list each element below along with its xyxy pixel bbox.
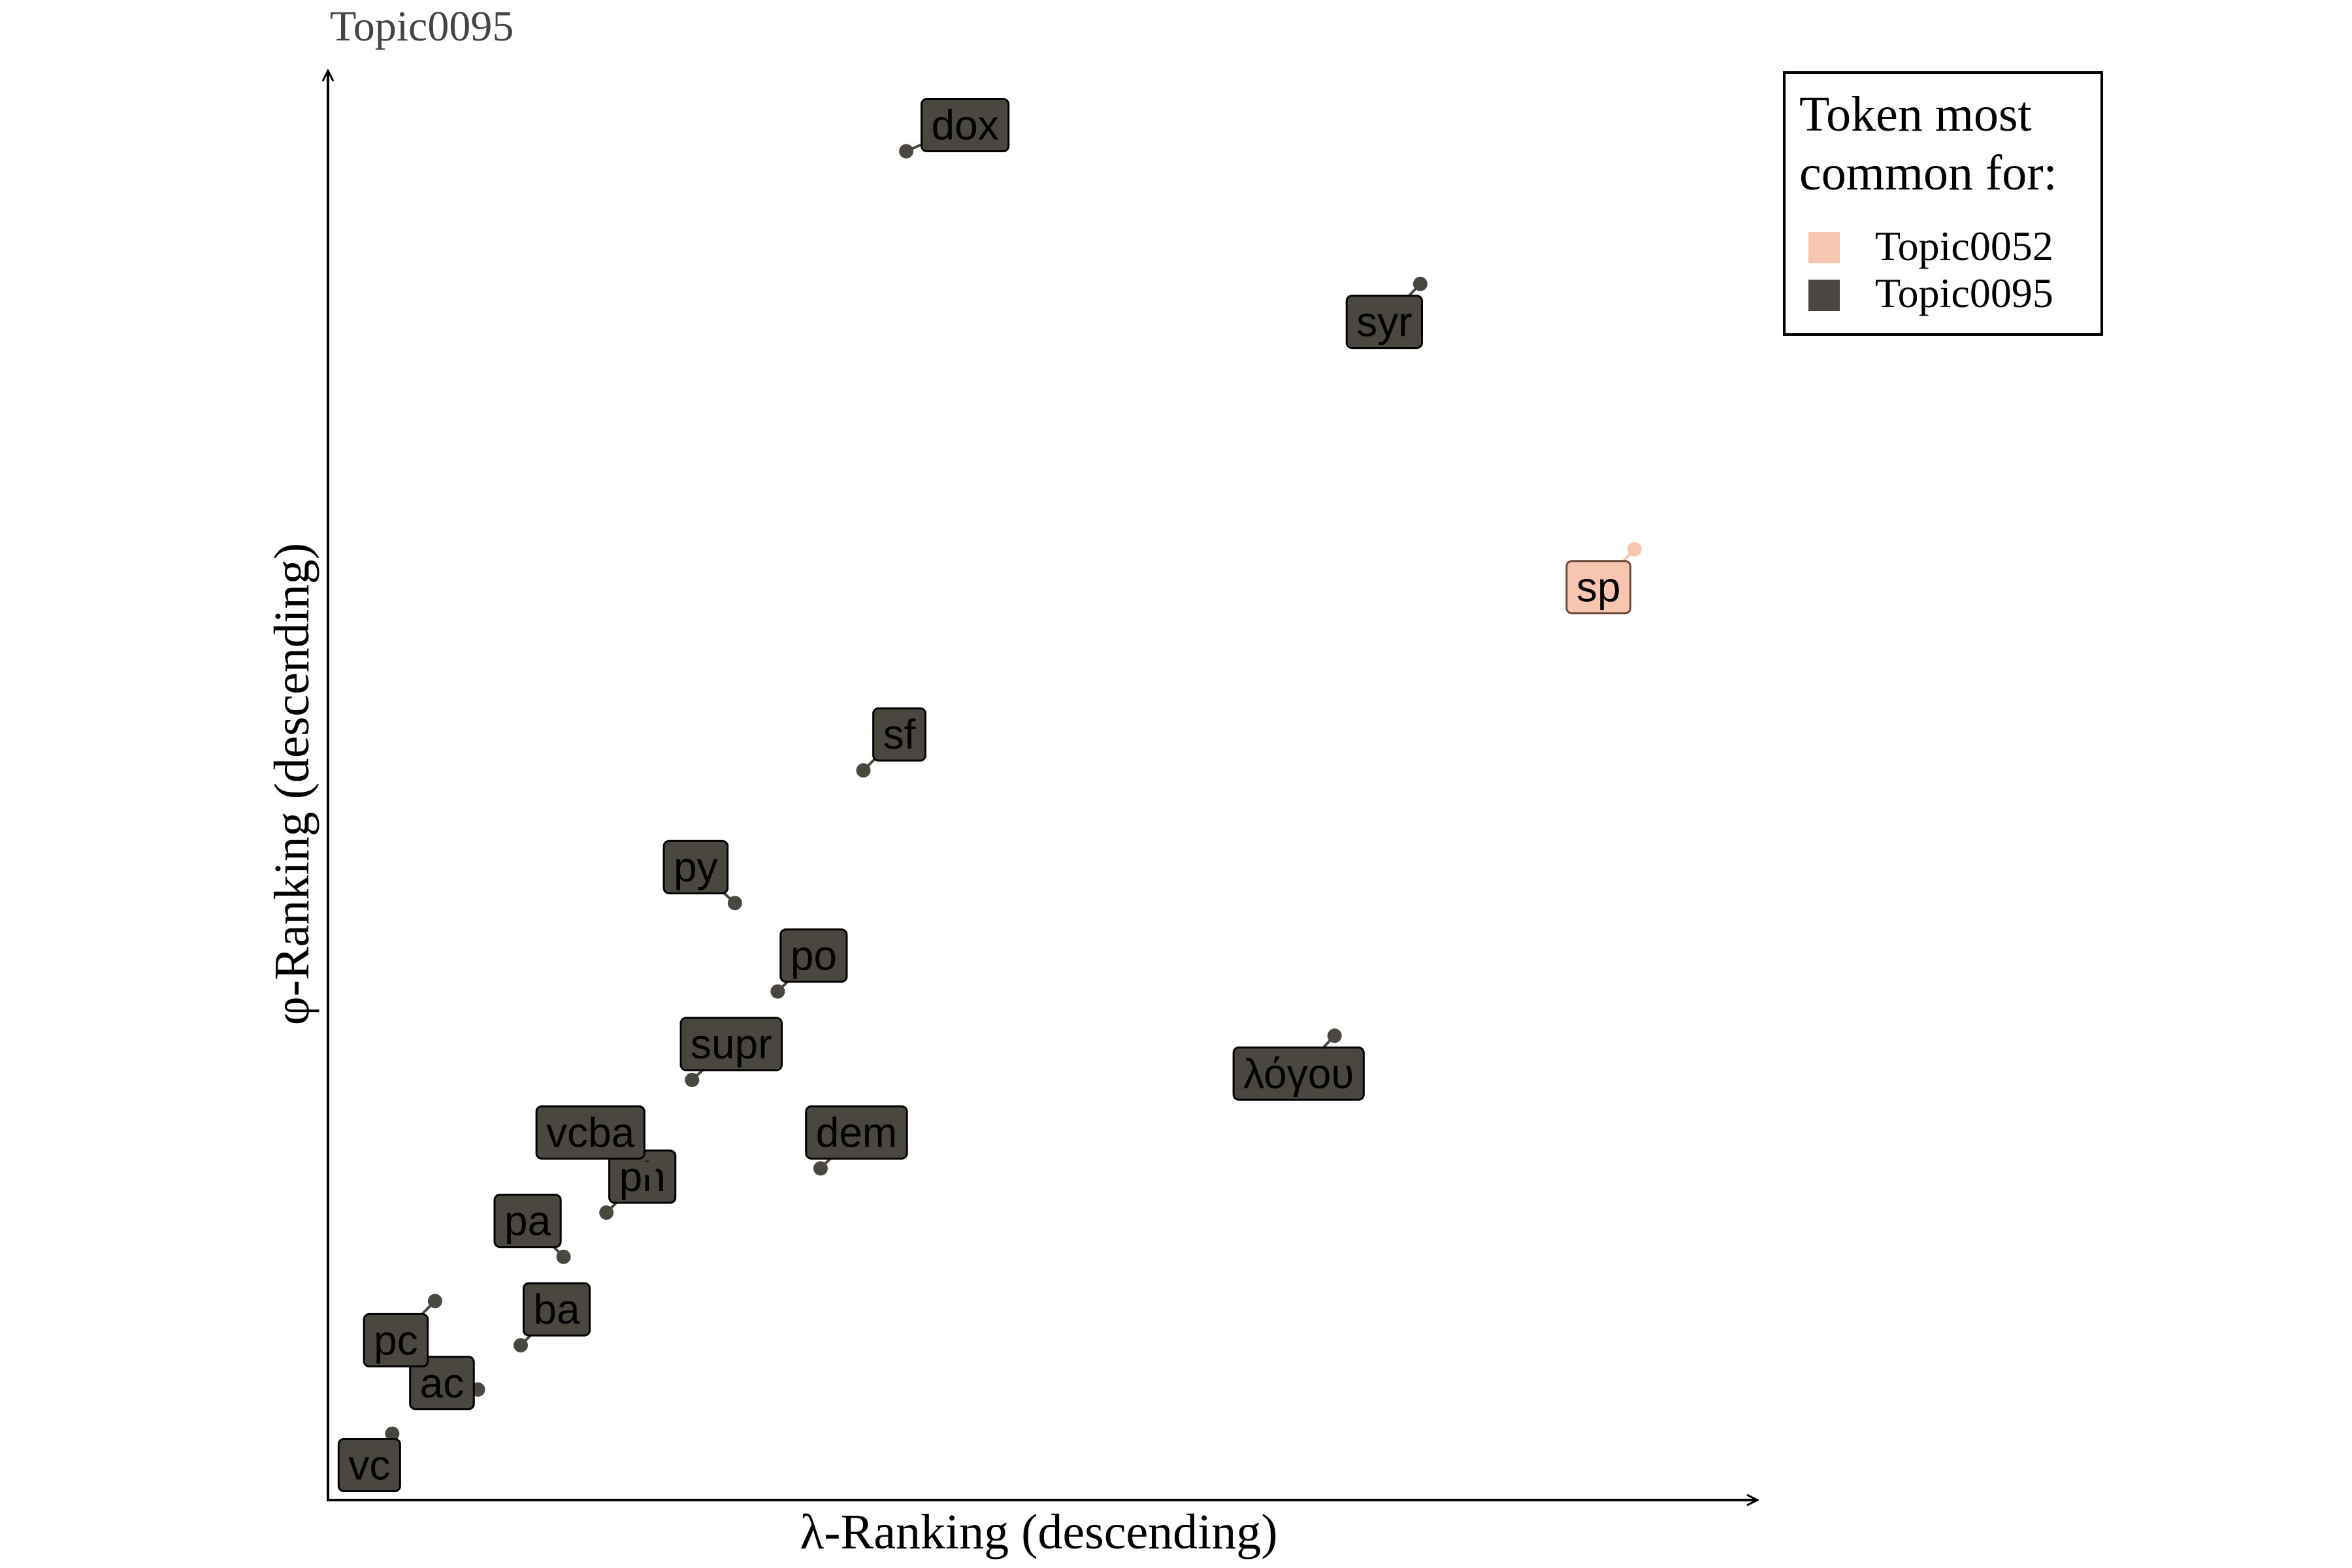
legend-title-line1: Token most [1799, 87, 2032, 142]
point-1: ac [409, 1356, 485, 1411]
point-label-box [679, 1017, 783, 1071]
point-label-box [522, 1282, 591, 1337]
point-marker [385, 1426, 400, 1441]
point-13: λόγου [1232, 1028, 1365, 1101]
point-label: ba [533, 1286, 580, 1333]
point-label-box [1345, 295, 1423, 350]
legend-label-topic0095: Topic0095 [1875, 270, 2053, 316]
point-marker [1627, 542, 1642, 557]
point-label-box [363, 1313, 429, 1367]
legend-title-line2: common for: [1799, 146, 2057, 201]
point-5: ph [599, 1149, 677, 1220]
point-marker [599, 1205, 614, 1220]
point-marker [427, 1294, 442, 1309]
point-label: vc [348, 1441, 390, 1488]
point-marker [514, 1338, 529, 1353]
point-10: dem [805, 1105, 908, 1176]
legend-key-topic0052 [1808, 232, 1840, 263]
point-label-box [493, 1194, 562, 1249]
point-marker [685, 1072, 700, 1087]
point-label: po [791, 932, 837, 979]
point-label: vcba [546, 1109, 635, 1156]
legend-label-topic0052: Topic0052 [1875, 223, 2053, 269]
point-label: py [674, 843, 718, 890]
y-axis-label: φ-Ranking (descending) [265, 543, 319, 1025]
point-label: dem [816, 1109, 898, 1156]
point-label: ac [420, 1360, 465, 1407]
point-label-box [409, 1356, 475, 1411]
point-marker [556, 1249, 571, 1264]
point-15: sp [1565, 542, 1642, 615]
legend-key-topic0095 [1808, 280, 1840, 311]
point-label-box [921, 98, 1010, 153]
point-9: py [662, 840, 742, 911]
point-label-box [779, 928, 848, 983]
point-label: supr [691, 1021, 772, 1068]
point-marker [1327, 1028, 1342, 1043]
point-4: pa [493, 1194, 571, 1264]
point-label: pa [504, 1198, 551, 1245]
point-11: sf [856, 707, 926, 778]
point-6: vcba [535, 1105, 657, 1176]
point-label-box [662, 840, 729, 894]
point-label-box [872, 707, 926, 762]
point-12: dox [899, 98, 1010, 159]
point-label: dox [932, 102, 999, 149]
point-label-box [337, 1437, 401, 1492]
point-label: syr [1356, 299, 1412, 346]
point-label: pc [374, 1316, 418, 1364]
point-marker [813, 1161, 828, 1176]
point-label-box [1565, 560, 1631, 615]
chart-title: Topic0095 [330, 3, 514, 50]
point-marker [770, 984, 785, 999]
point-0: vc [337, 1426, 401, 1492]
point-marker [856, 763, 871, 778]
point-label: sf [883, 711, 916, 758]
point-label: λόγου [1243, 1050, 1354, 1097]
point-label-box [805, 1105, 908, 1160]
point-label: ph [619, 1153, 666, 1200]
point-marker [899, 144, 914, 159]
point-marker [642, 1161, 657, 1176]
point-label: sp [1576, 564, 1621, 611]
point-marker [727, 896, 742, 911]
point-2: pc [363, 1294, 442, 1367]
x-axis-label: λ-Ranking (descending) [800, 1505, 1277, 1560]
point-label-box [535, 1105, 645, 1160]
point-3: ba [514, 1282, 591, 1353]
point-7: supr [679, 1017, 783, 1087]
point-marker [1413, 276, 1428, 291]
point-label-box [1232, 1046, 1365, 1101]
point-14: syr [1345, 276, 1428, 350]
point-8: po [770, 928, 848, 999]
legend: Token most common for: Topic0052 Topic00… [1783, 71, 2103, 336]
